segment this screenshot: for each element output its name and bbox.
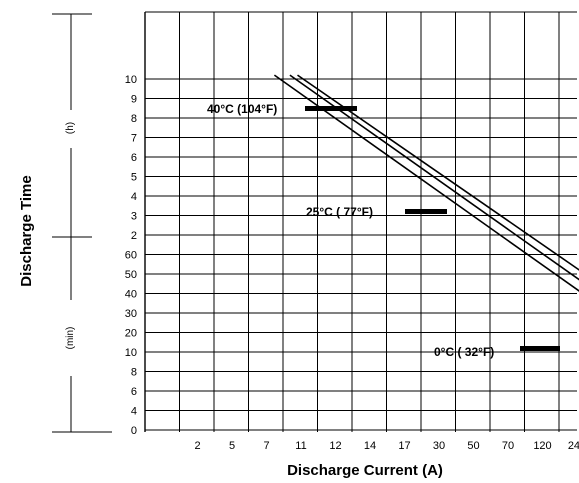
y-tick-label: 10 [125, 74, 137, 86]
y-tick-label: 60 [125, 250, 137, 262]
y-tick-label: 3 [131, 211, 137, 223]
y-tick-label: 10 [125, 347, 137, 359]
grid [145, 11, 577, 432]
minutes-unit-label: (min) [65, 327, 76, 350]
y-tick-label: 6 [131, 386, 137, 398]
y-tick-label: 8 [131, 367, 137, 379]
time-unit-bracket [52, 13, 112, 433]
y-tick-label: 8 [131, 113, 137, 125]
y-tick-label: 40 [125, 289, 137, 301]
y-tick-label: 9 [131, 94, 137, 106]
x-tick-label: 2 [194, 440, 200, 452]
x-tick-label: 50 [467, 440, 479, 452]
series-line-2 [297, 74, 579, 271]
y-tick-labels: 0 4 6 8 10 20 30 40 50 60 2 3 4 5 6 7 8 9 10 [125, 74, 137, 437]
x-tick-label: 12 [329, 440, 341, 452]
y-tick-label: 6 [131, 152, 137, 164]
y-tick-label: 4 [131, 406, 137, 418]
y-tick-label: 2 [131, 230, 137, 242]
series-marker-25c [405, 209, 447, 214]
x-tick-label: 240 [568, 440, 579, 452]
series-markers [305, 106, 560, 351]
x-tick-label: 120 [533, 440, 551, 452]
x-tick-label: 11 [295, 440, 306, 452]
y-tick-label: 0 [131, 425, 137, 437]
x-tick-label: 14 [364, 440, 376, 452]
x-tick-label: 30 [433, 440, 445, 452]
series-label-0c: 0°C ( 32°F) [434, 345, 494, 359]
series-marker-0c [520, 346, 560, 351]
y-tick-label: 30 [125, 308, 137, 320]
series-lines [273, 74, 579, 292]
y-axis-title: Discharge Time [18, 175, 35, 286]
x-tick-label: 70 [502, 440, 514, 452]
x-tick-label: 17 [398, 440, 410, 452]
y-tick-label: 4 [131, 191, 137, 203]
y-tick-label: 50 [125, 269, 137, 281]
x-tick-label: 7 [263, 440, 269, 452]
y-tick-label: 20 [125, 328, 137, 340]
x-tick-labels: 25711121417305070120240360600 [194, 440, 579, 452]
y-tick-label: 7 [131, 133, 137, 145]
series-line-1 [289, 74, 579, 281]
series-line-0 [273, 74, 579, 292]
series-labels: 40°C (104°F) 25°C ( 77°F) 0°C ( 32°F) [207, 102, 494, 359]
y-tick-label: 5 [131, 172, 137, 184]
series-label-40c: 40°C (104°F) [207, 102, 277, 116]
hours-unit-label: (h) [65, 122, 76, 134]
x-tick-label: 5 [229, 440, 235, 452]
series-label-25c: 25°C ( 77°F) [306, 205, 373, 219]
series-marker-40c [305, 106, 357, 111]
x-axis-title: Discharge Current (A) [287, 462, 443, 479]
